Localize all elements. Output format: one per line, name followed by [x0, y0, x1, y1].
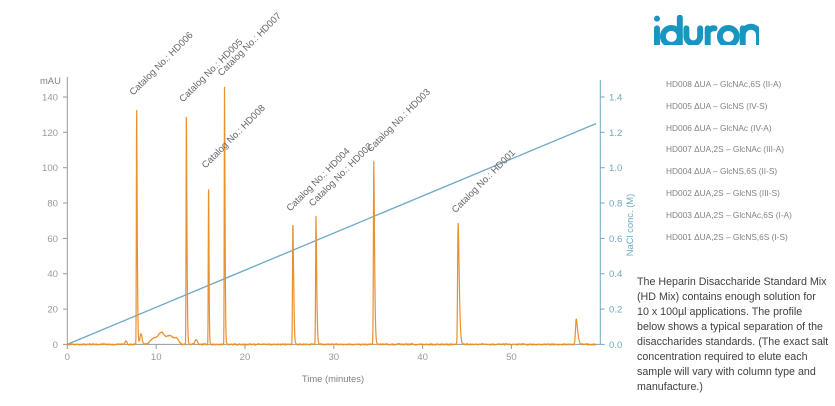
- svg-text:0: 0: [65, 352, 70, 363]
- svg-text:0: 0: [53, 340, 58, 351]
- svg-text:50: 50: [506, 352, 517, 363]
- svg-text:80: 80: [47, 199, 58, 210]
- svg-text:0.4: 0.4: [609, 269, 623, 280]
- svg-text:0.6: 0.6: [609, 234, 622, 245]
- svg-text:100: 100: [42, 163, 58, 174]
- svg-text:1.0: 1.0: [609, 163, 622, 174]
- svg-text:1.2: 1.2: [609, 128, 622, 139]
- svg-text:0.0: 0.0: [609, 340, 622, 351]
- svg-text:40: 40: [47, 269, 58, 280]
- svg-text:10: 10: [151, 352, 162, 363]
- svg-text:1.4: 1.4: [609, 93, 623, 104]
- svg-text:30: 30: [328, 352, 339, 363]
- svg-text:0.8: 0.8: [609, 199, 622, 210]
- svg-text:60: 60: [47, 234, 58, 245]
- svg-text:Time (minutes): Time (minutes): [302, 373, 364, 384]
- svg-text:140: 140: [42, 93, 58, 104]
- svg-text:20: 20: [240, 352, 251, 363]
- svg-text:20: 20: [47, 305, 58, 316]
- svg-text:0.2: 0.2: [609, 305, 622, 316]
- svg-text:NaCl conc. (M): NaCl conc. (M): [624, 194, 635, 257]
- svg-text:40: 40: [417, 352, 428, 363]
- svg-text:120: 120: [42, 128, 58, 139]
- svg-text:mAU: mAU: [40, 75, 61, 86]
